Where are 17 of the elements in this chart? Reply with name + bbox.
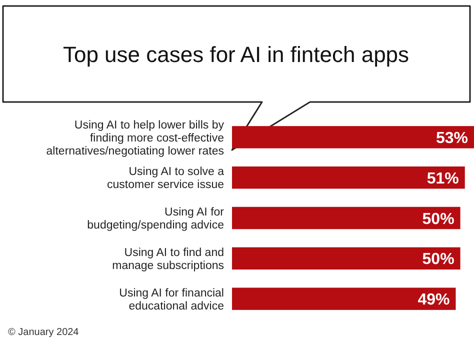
y-tick-label: Using AI for budgeting/spending advice — [87, 206, 224, 232]
bar — [232, 247, 460, 270]
bar — [232, 288, 456, 310]
y-tick-label: Using AI to find and manage subscriptions — [112, 247, 224, 272]
bar — [232, 166, 465, 189]
bar — [232, 206, 460, 230]
data-label: 49% — [418, 292, 450, 309]
chart-title: Top use cases for AI in fintech apps — [62, 42, 410, 67]
data-label: 50% — [422, 251, 454, 268]
data-label: 53% — [436, 130, 468, 147]
data-label: 50% — [422, 210, 454, 228]
data-label: 51% — [426, 170, 459, 188]
y-tick-label: Using AI to solve a customer service issue — [107, 166, 225, 192]
bar — [232, 126, 474, 148]
y-tick-label: Using AI to help lower bills by finding more cost-effective alternatives/negotiating lower rates — [46, 119, 224, 158]
text: © January 2024 — [8, 327, 80, 338]
y-tick-label: Using AI for financial educational advice — [119, 287, 224, 312]
